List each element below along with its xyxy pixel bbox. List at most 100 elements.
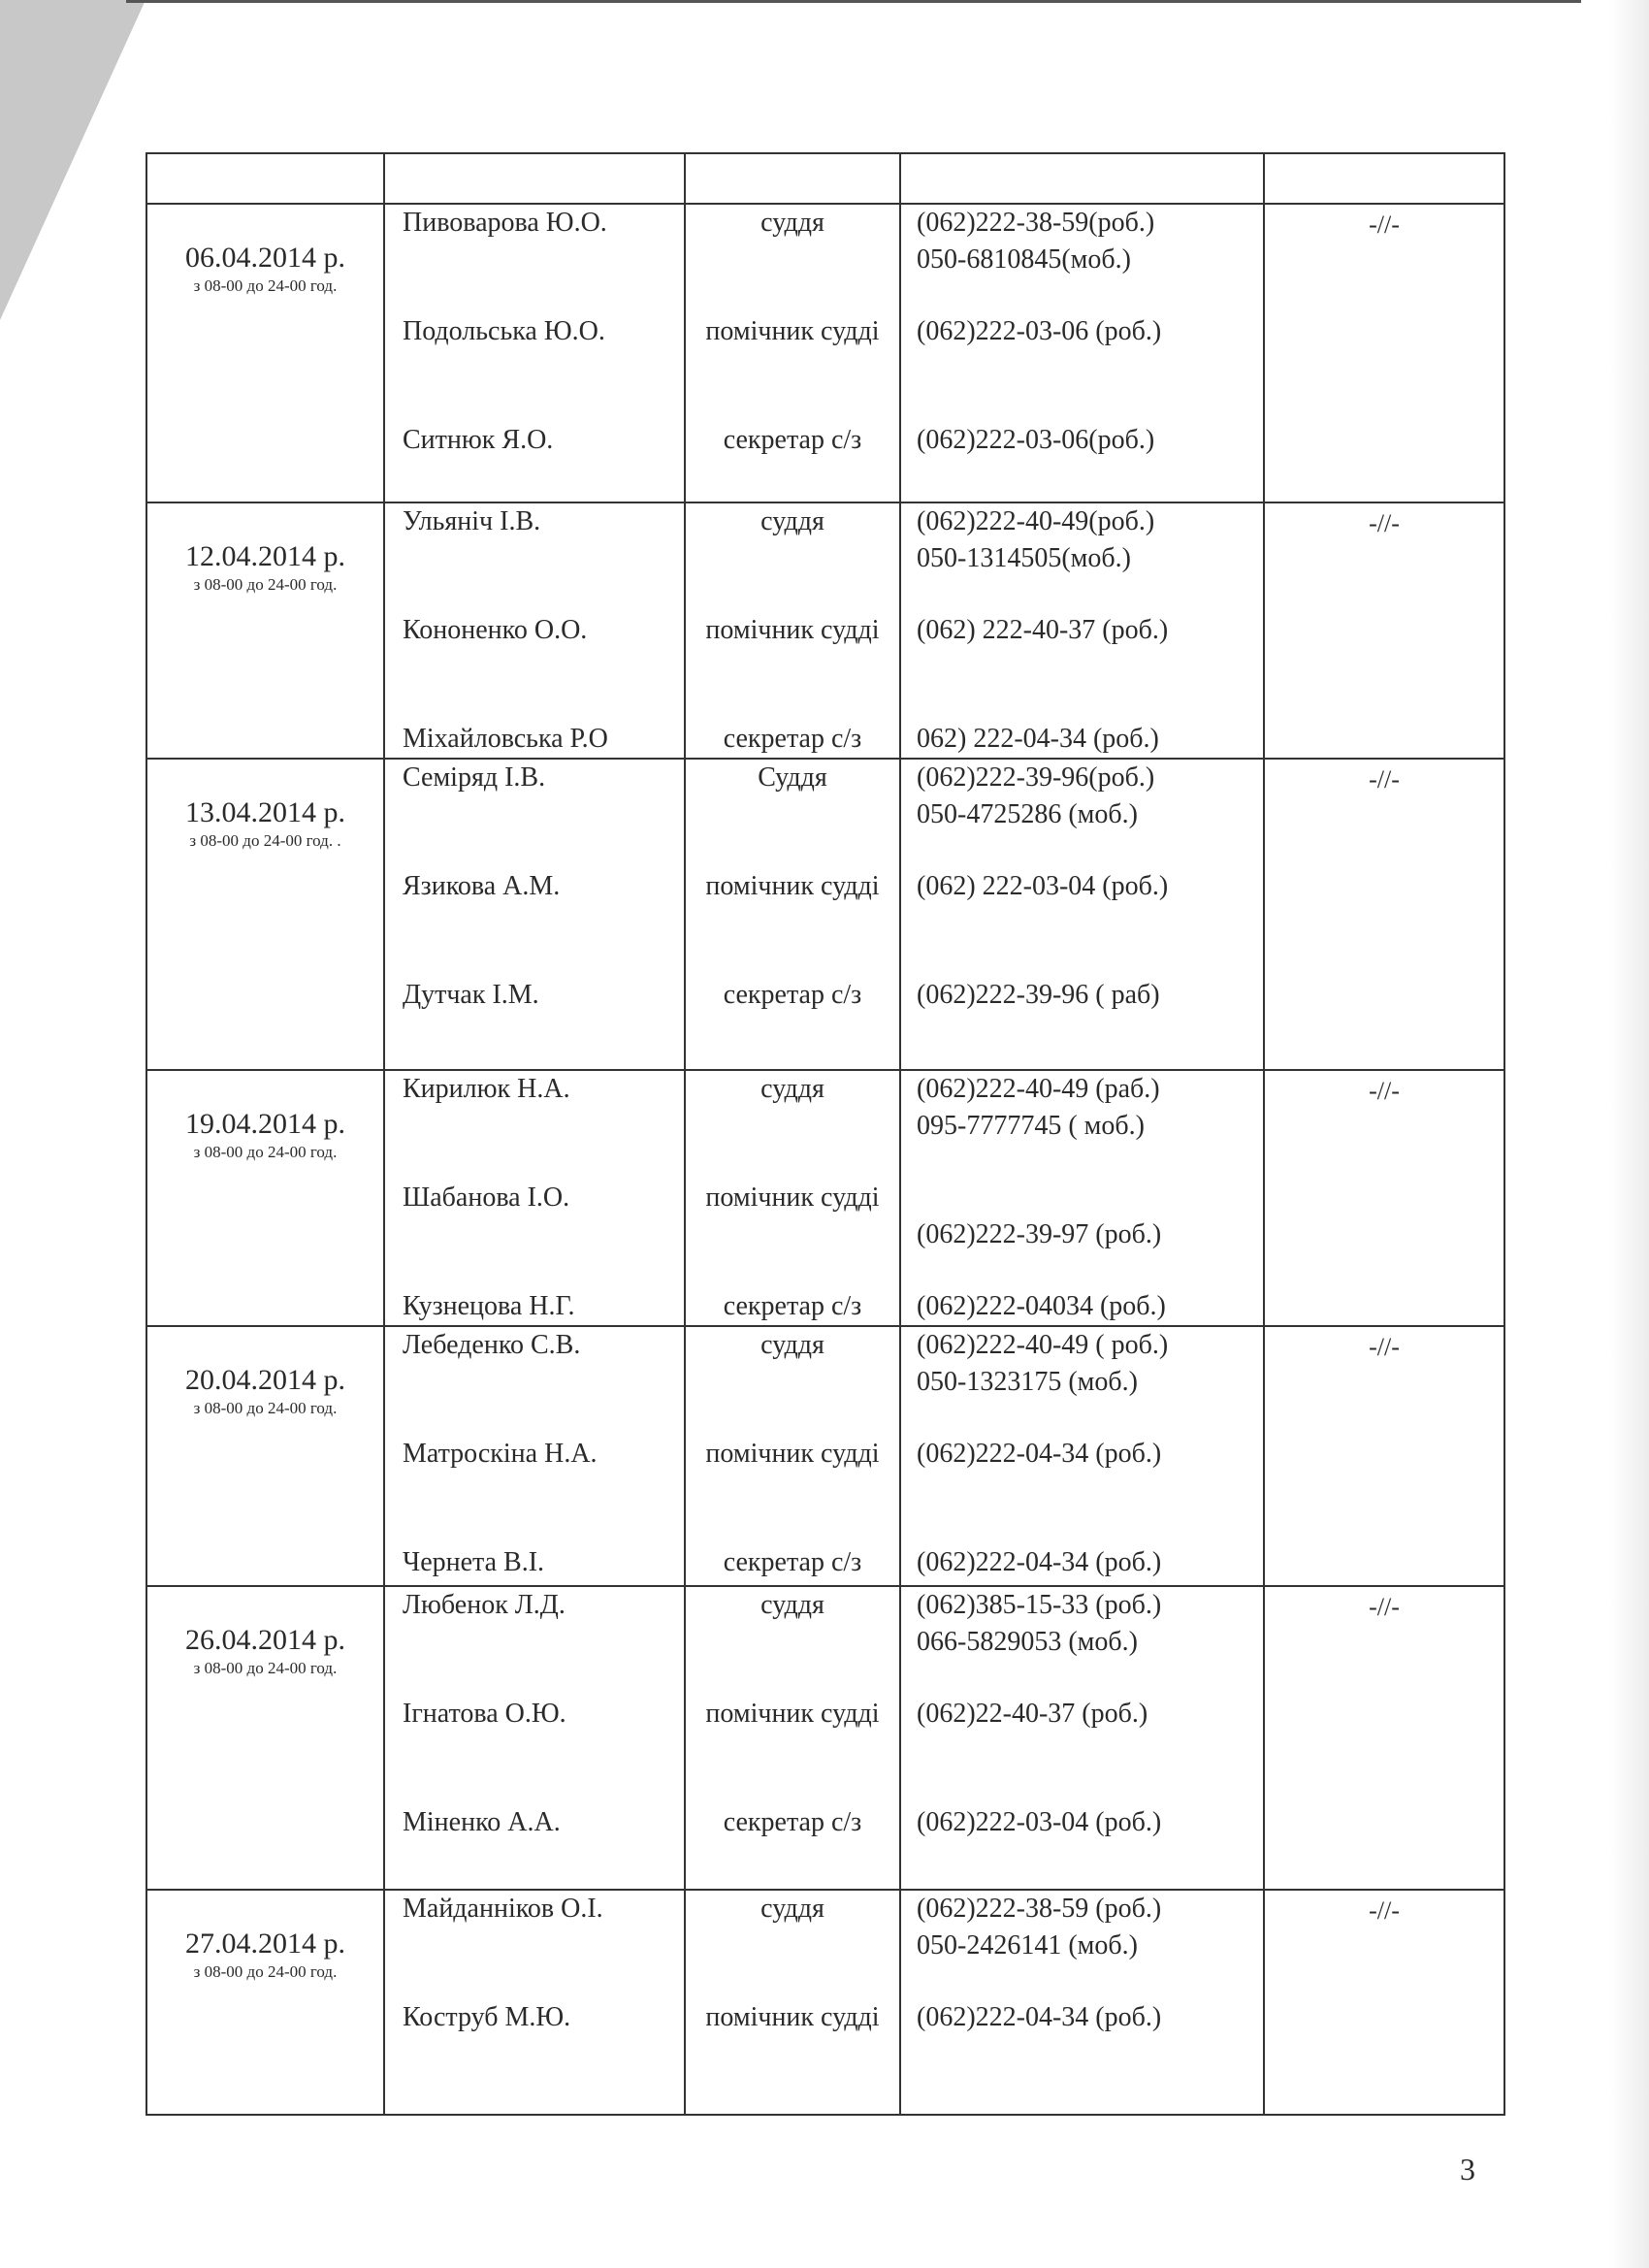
ditto-mark: -//- (1263, 1585, 1505, 1891)
staff-phones: (062) 222-03-04 (роб.) (901, 868, 1263, 977)
duty-date: 12.04.2014 р. (185, 540, 345, 572)
phone-number: (062)222-40-49 (раб.) (917, 1074, 1160, 1104)
date-cell: 06.04.2014 р. з 08-00 до 24-00 год. (146, 203, 385, 503)
staff-name: Міненко А.А. (403, 1807, 561, 1837)
staff-role: суддя (760, 506, 824, 536)
scan-page-fold (0, 0, 146, 320)
duty-date: 06.04.2014 р. (185, 242, 345, 274)
roles-cell: суддя помічник судді секретар с/з (684, 502, 901, 760)
staff-name: Ігнатова О.Ю. (403, 1699, 566, 1729)
names-cell: Лебеденко С.В. Матроскіна Н.А. Чернета В.І… (383, 1325, 686, 1587)
staff-name: Майданніков О.І. (403, 1894, 603, 1924)
duty-date: 26.04.2014 р. (185, 1624, 345, 1656)
phone-number: (062) 222-03-04 (роб.) (917, 871, 1169, 901)
staff-role: секретар с/з (723, 1291, 862, 1321)
staff-name: Ситнюк Я.О. (403, 425, 554, 455)
phone-number: 050-6810845(моб.) (917, 244, 1131, 275)
phone-number: (062)385-15-33 (роб.) (917, 1590, 1162, 1620)
staff-role: помічник судді (705, 1183, 880, 1213)
duty-date: 20.04.2014 р. (185, 1364, 345, 1396)
roles-cell: суддя помічник судді секретар с/з (684, 203, 901, 503)
staff-phones: (062)222-04034 (роб.) (901, 1288, 1263, 1325)
table-header-row (146, 152, 1505, 205)
staff-name: Язикова А.М. (403, 871, 561, 901)
date-cell: 19.04.2014 р. з 08-00 до 24-00 год. (146, 1069, 385, 1327)
staff-name: Чернета В.І. (403, 1547, 545, 1577)
phone-number: (062)222-04-34 (роб.) (917, 1439, 1162, 1469)
phone-number: (062)222-40-49 ( роб.) (917, 1330, 1169, 1360)
names-cell: Кирилюк Н.А. Шабанова І.О. Кузнецова Н.Г. (383, 1069, 686, 1327)
roles-cell: суддя помічник судді секретар с/з (684, 1325, 901, 1587)
phone-number: (062)222-04-34 (роб.) (917, 1547, 1162, 1577)
staff-role: помічник судді (705, 1699, 880, 1729)
staff-role: секретар с/з (723, 724, 862, 754)
staff-phones: (062)222-40-49 (раб.) 095-7777745 ( моб.) (901, 1071, 1263, 1180)
staff-phones: (062)222-40-49(роб.) 050-1314505(моб.) (901, 503, 1263, 612)
ditto-mark: -//- (1263, 203, 1505, 503)
staff-phones: (062)222-04-34 (роб.) (901, 1999, 1263, 2036)
table-row: 13.04.2014 р. з 08-00 до 24-00 год. . Семі… (146, 758, 1505, 1071)
duty-hours: з 08-00 до 24-00 год. (193, 276, 338, 295)
staff-phones: (062)222-39-96(роб.) 050-4725286 (моб.) (901, 760, 1263, 868)
date-cell: 26.04.2014 р. з 08-00 до 24-00 год. (146, 1585, 385, 1891)
table-row: 20.04.2014 р. з 08-00 до 24-00 год. Лебеде… (146, 1325, 1505, 1587)
duty-date: 27.04.2014 р. (185, 1928, 345, 1960)
phone-number: (062)222-39-96(роб.) (917, 762, 1155, 793)
staff-role: секретар с/з (723, 1807, 862, 1837)
scan-edge (126, 0, 1581, 3)
phone-number: (062)22-40-37 (роб.) (917, 1699, 1148, 1729)
roles-cell: суддя помічник судді (684, 1889, 901, 2116)
phone-number: (062)222-03-06 (роб.) (917, 316, 1162, 346)
phone-number: (062)222-38-59 (роб.) (917, 1894, 1162, 1924)
ditto-mark: -//- (1263, 1069, 1505, 1327)
staff-phones: (062)385-15-33 (роб.) 066-5829053 (моб.) (901, 1587, 1263, 1696)
staff-role: секретар с/з (723, 980, 862, 1010)
date-cell: 20.04.2014 р. з 08-00 до 24-00 год. (146, 1325, 385, 1587)
staff-name: Семіряд І.В. (403, 762, 546, 793)
staff-name: Дутчак І.М. (403, 980, 539, 1010)
names-cell: Ульяніч І.В. Кононенко О.О. Міхайловська Р… (383, 502, 686, 760)
staff-role: суддя (760, 208, 824, 238)
names-cell: Майданніков О.І. Коструб М.Ю. (383, 1889, 686, 2116)
staff-name: Пивоварова Ю.О. (403, 208, 607, 238)
header-cell (1263, 152, 1505, 205)
phone-number: 050-2426141 (моб.) (917, 1930, 1138, 1960)
staff-role: помічник судді (705, 615, 880, 645)
staff-phones: (062)222-38-59(роб.) 050-6810845(моб.) (901, 205, 1263, 313)
staff-phones: (062)222-39-97 (роб.) (901, 1180, 1263, 1288)
phone-number: (062)222-04034 (роб.) (917, 1291, 1166, 1321)
phones-cell: (062)222-39-96(роб.) 050-4725286 (моб.) (0… (899, 758, 1265, 1071)
duty-hours: з 08-00 до 24-00 год. (193, 1399, 338, 1417)
phone-number: 050-1323175 (моб.) (917, 1367, 1138, 1397)
phones-cell: (062)222-40-49 (раб.) 095-7777745 ( моб.)… (899, 1069, 1265, 1327)
ditto-mark: -//- (1263, 1889, 1505, 2116)
phone-number: 095-7777745 ( моб.) (917, 1111, 1145, 1141)
staff-name: Шабанова І.О. (403, 1183, 570, 1213)
staff-phones: (062)222-03-06 (роб.) (901, 313, 1263, 422)
scan-shadow (1610, 0, 1649, 2268)
phones-cell: (062)222-40-49(роб.) 050-1314505(моб.) (06… (899, 502, 1265, 760)
staff-name: Міхайловська Р.О (403, 724, 608, 754)
page-number: 3 (1460, 2152, 1475, 2187)
phone-number (917, 1180, 1263, 1216)
phone-number: (062)222-39-97 (роб.) (917, 1219, 1162, 1249)
duty-hours: з 08-00 до 24-00 год. (193, 1143, 338, 1161)
ditto-mark: -//- (1263, 1325, 1505, 1587)
staff-role: суддя (760, 1894, 824, 1924)
phone-number: (062)222-40-49(роб.) (917, 506, 1155, 536)
duty-hours: з 08-00 до 24-00 год. (193, 1962, 338, 1981)
date-cell: 27.04.2014 р. з 08-00 до 24-00 год. (146, 1889, 385, 2116)
roles-cell: Суддя помічник судді секретар с/з (684, 758, 901, 1071)
names-cell: Семіряд І.В. Язикова А.М. Дутчак І.М. (383, 758, 686, 1071)
staff-phones: (062)22-40-37 (роб.) (901, 1696, 1263, 1804)
duty-schedule-table: 06.04.2014 р. з 08-00 до 24-00 год. Пивова… (146, 152, 1505, 2116)
header-cell (146, 152, 385, 205)
staff-phones: (062)222-04-34 (роб.) (901, 1544, 1263, 1581)
phones-cell: (062)222-38-59(роб.) 050-6810845(моб.) (06… (899, 203, 1265, 503)
staff-name: Лебеденко С.В. (403, 1330, 581, 1360)
duty-date: 13.04.2014 р. (185, 796, 345, 828)
staff-phones: (062) 222-40-37 (роб.) (901, 612, 1263, 721)
ditto-mark: -//- (1263, 502, 1505, 760)
names-cell: Любенок Л.Д. Ігнатова О.Ю. Міненко А.А. (383, 1585, 686, 1891)
phones-cell: (062)222-38-59 (роб.) 050-2426141 (моб.) (… (899, 1889, 1265, 2116)
